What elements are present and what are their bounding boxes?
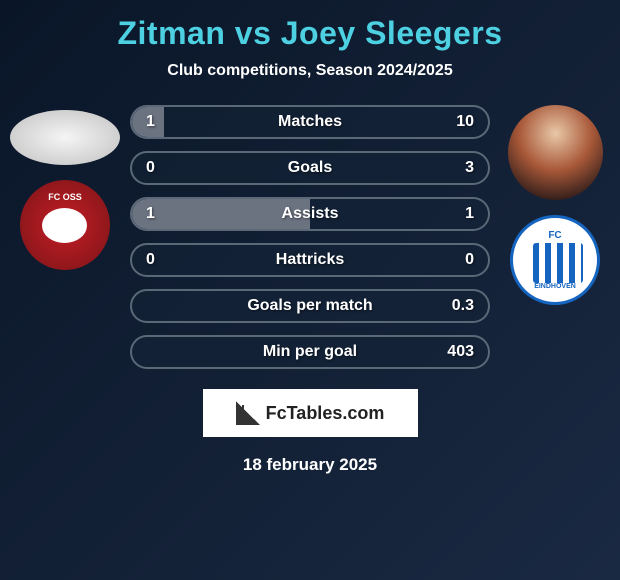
club-stripes-icon bbox=[533, 243, 583, 283]
subtitle: Club competitions, Season 2024/2025 bbox=[0, 62, 620, 80]
content-row: 1 Matches 10 0 Goals 3 1 Assists 1 0 Hat… bbox=[0, 105, 620, 369]
stat-value-left: 0 bbox=[146, 159, 155, 177]
stat-value-left: 0 bbox=[146, 251, 155, 269]
left-column bbox=[10, 105, 120, 270]
stat-row: 1 Assists 1 bbox=[130, 197, 490, 231]
stat-row: Min per goal 403 bbox=[130, 335, 490, 369]
stat-value-right: 3 bbox=[465, 159, 474, 177]
club-logo-left bbox=[20, 180, 110, 270]
chart-icon bbox=[236, 401, 260, 425]
stat-label: Goals bbox=[288, 159, 332, 177]
stat-label: Hattricks bbox=[276, 251, 344, 269]
stat-row: 0 Hattricks 0 bbox=[130, 243, 490, 277]
stat-value-right: 10 bbox=[456, 113, 474, 131]
stat-value-left: 1 bbox=[146, 113, 155, 131]
stat-value-left: 1 bbox=[146, 205, 155, 223]
stat-value-right: 0 bbox=[465, 251, 474, 269]
page-title: Zitman vs Joey Sleegers bbox=[0, 15, 620, 52]
player-photo-left bbox=[10, 110, 120, 165]
stat-label: Matches bbox=[278, 113, 342, 131]
stat-row: 1 Matches 10 bbox=[130, 105, 490, 139]
watermark-badge: FcTables.com bbox=[203, 389, 418, 437]
stat-label: Goals per match bbox=[247, 297, 372, 315]
stat-label: Min per goal bbox=[263, 343, 357, 361]
date-label: 18 february 2025 bbox=[0, 455, 620, 475]
stat-label: Assists bbox=[282, 205, 339, 223]
stat-row: Goals per match 0.3 bbox=[130, 289, 490, 323]
infographic-container: Zitman vs Joey Sleegers Club competition… bbox=[0, 0, 620, 580]
watermark-text: FcTables.com bbox=[266, 403, 385, 424]
stat-value-right: 403 bbox=[447, 343, 474, 361]
club-logo-right bbox=[510, 215, 600, 305]
stats-panel: 1 Matches 10 0 Goals 3 1 Assists 1 0 Hat… bbox=[130, 105, 490, 369]
right-column bbox=[500, 105, 610, 305]
stat-row: 0 Goals 3 bbox=[130, 151, 490, 185]
stat-value-right: 1 bbox=[465, 205, 474, 223]
player-photo-right bbox=[508, 105, 603, 200]
stat-value-right: 0.3 bbox=[452, 297, 474, 315]
